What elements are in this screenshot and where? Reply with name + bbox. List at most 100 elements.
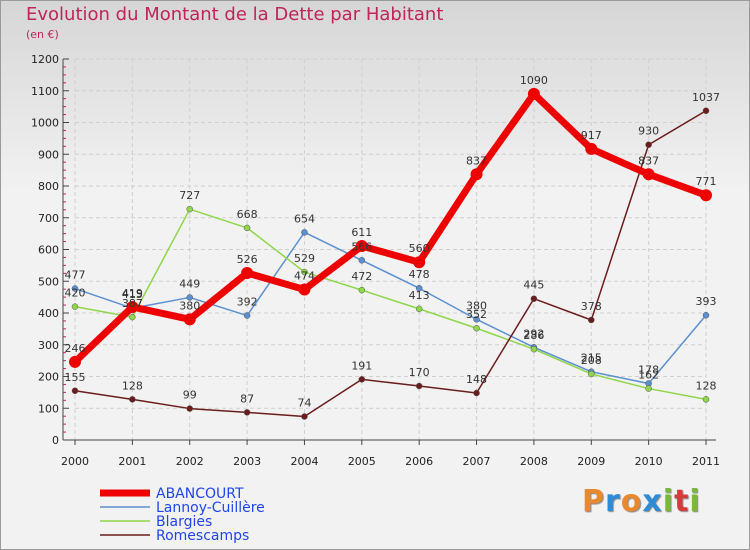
- data-label: 215: [581, 352, 602, 365]
- legend-label: Blargies: [156, 514, 212, 530]
- data-label: 472: [351, 270, 372, 283]
- data-label: 415: [122, 288, 143, 301]
- x-tick-label: 2003: [233, 455, 261, 468]
- data-label: 445: [523, 279, 544, 292]
- data-label: 478: [409, 268, 430, 281]
- data-point: [588, 316, 595, 324]
- data-label: 87: [240, 392, 254, 405]
- data-label: 930: [638, 125, 659, 138]
- data-point: [473, 316, 480, 323]
- data-point: [702, 311, 710, 319]
- data-label: 611: [351, 226, 372, 239]
- legend-label: Lannoy-Cuillère: [156, 500, 265, 516]
- data-point: [186, 405, 193, 412]
- data-label: 170: [409, 366, 430, 379]
- data-label: 566: [351, 240, 372, 253]
- y-tick-label: 700: [38, 212, 59, 225]
- data-label: 474: [294, 270, 315, 283]
- data-label: 148: [466, 373, 487, 386]
- legend-label: ABANCOURT: [156, 486, 244, 502]
- data-label: 286: [523, 329, 544, 342]
- data-label: 380: [466, 299, 487, 312]
- data-point: [241, 266, 254, 279]
- data-point: [298, 283, 311, 296]
- data-label: 246: [65, 342, 86, 355]
- data-point: [358, 376, 366, 383]
- data-point: [358, 257, 366, 264]
- data-label: 393: [696, 295, 717, 308]
- data-point: [355, 240, 368, 253]
- data-label: 378: [581, 300, 602, 313]
- logo-letter: i: [689, 484, 701, 519]
- logo-letter: P: [582, 484, 605, 519]
- x-tick-label: 2005: [348, 455, 376, 468]
- data-point: [645, 141, 652, 148]
- y-tick-label: 900: [38, 148, 59, 161]
- legend-label: Romescamps: [156, 528, 249, 544]
- data-label: 654: [294, 212, 315, 225]
- y-tick-label: 1000: [31, 117, 59, 130]
- data-point: [530, 345, 538, 353]
- data-label: 74: [297, 397, 311, 410]
- data-point: [415, 284, 423, 292]
- x-tick-label: 2009: [577, 455, 605, 468]
- data-label: 99: [183, 389, 197, 402]
- data-label: 449: [179, 277, 200, 290]
- data-point: [642, 168, 655, 181]
- data-label: 128: [122, 379, 143, 392]
- chart-subtitle: (en €): [26, 28, 59, 41]
- y-tick-label: 1100: [31, 85, 59, 98]
- axes: 0 100 200 300 400 500 600 700 800 900 1000 1100 1200…: [31, 53, 720, 468]
- data-label: 837: [638, 154, 659, 167]
- y-tick-label: 100: [38, 402, 59, 415]
- data-label: 128: [696, 379, 717, 392]
- data-point: [129, 396, 136, 403]
- series-layer: [69, 87, 712, 420]
- data-point: [183, 313, 196, 326]
- proxiti-logo: Proxiti: [582, 484, 701, 519]
- x-tick-label: 2002: [176, 455, 204, 468]
- logo-letter: i: [662, 484, 675, 519]
- data-point: [530, 295, 538, 302]
- logo-letter: o: [620, 484, 643, 519]
- x-tick-label: 2000: [61, 455, 89, 468]
- data-label: 208: [581, 354, 602, 367]
- data-point: [473, 324, 480, 332]
- data-label: 352: [466, 308, 487, 321]
- data-label: 292: [523, 327, 544, 340]
- data-point: [413, 256, 426, 269]
- data-point: [69, 355, 81, 368]
- data-point: [243, 224, 251, 232]
- data-label: 191: [351, 359, 372, 372]
- data-label: 413: [409, 289, 430, 302]
- data-point: [700, 189, 712, 202]
- data-point: [301, 413, 308, 420]
- data-label: 155: [65, 371, 86, 384]
- chart-title: Evolution du Montant de la Dette par Hab…: [26, 4, 444, 25]
- data-point: [473, 389, 480, 397]
- data-label: 727: [179, 189, 200, 202]
- data-point: [71, 303, 79, 310]
- y-tick-label: 600: [38, 244, 59, 257]
- logo-letter: t: [674, 484, 690, 519]
- data-point: [527, 87, 540, 100]
- data-label: 392: [237, 296, 258, 309]
- series-line: [74, 231, 707, 385]
- logo-letter: x: [642, 484, 663, 519]
- x-tick-label: 2006: [405, 455, 433, 468]
- data-label: 771: [696, 175, 717, 188]
- y-tick-label: 200: [38, 371, 59, 384]
- series-line: [74, 208, 707, 401]
- x-tick-label: 2010: [635, 455, 663, 468]
- data-point: [71, 285, 79, 292]
- data-point: [186, 205, 193, 213]
- y-tick-label: 400: [38, 307, 59, 320]
- data-label: 526: [237, 253, 258, 266]
- x-tick-label: 2011: [692, 455, 720, 468]
- data-label: 380: [179, 299, 200, 312]
- data-point: [702, 107, 710, 115]
- data-label: 477: [65, 269, 86, 282]
- data-point: [645, 385, 652, 392]
- data-point: [243, 312, 251, 319]
